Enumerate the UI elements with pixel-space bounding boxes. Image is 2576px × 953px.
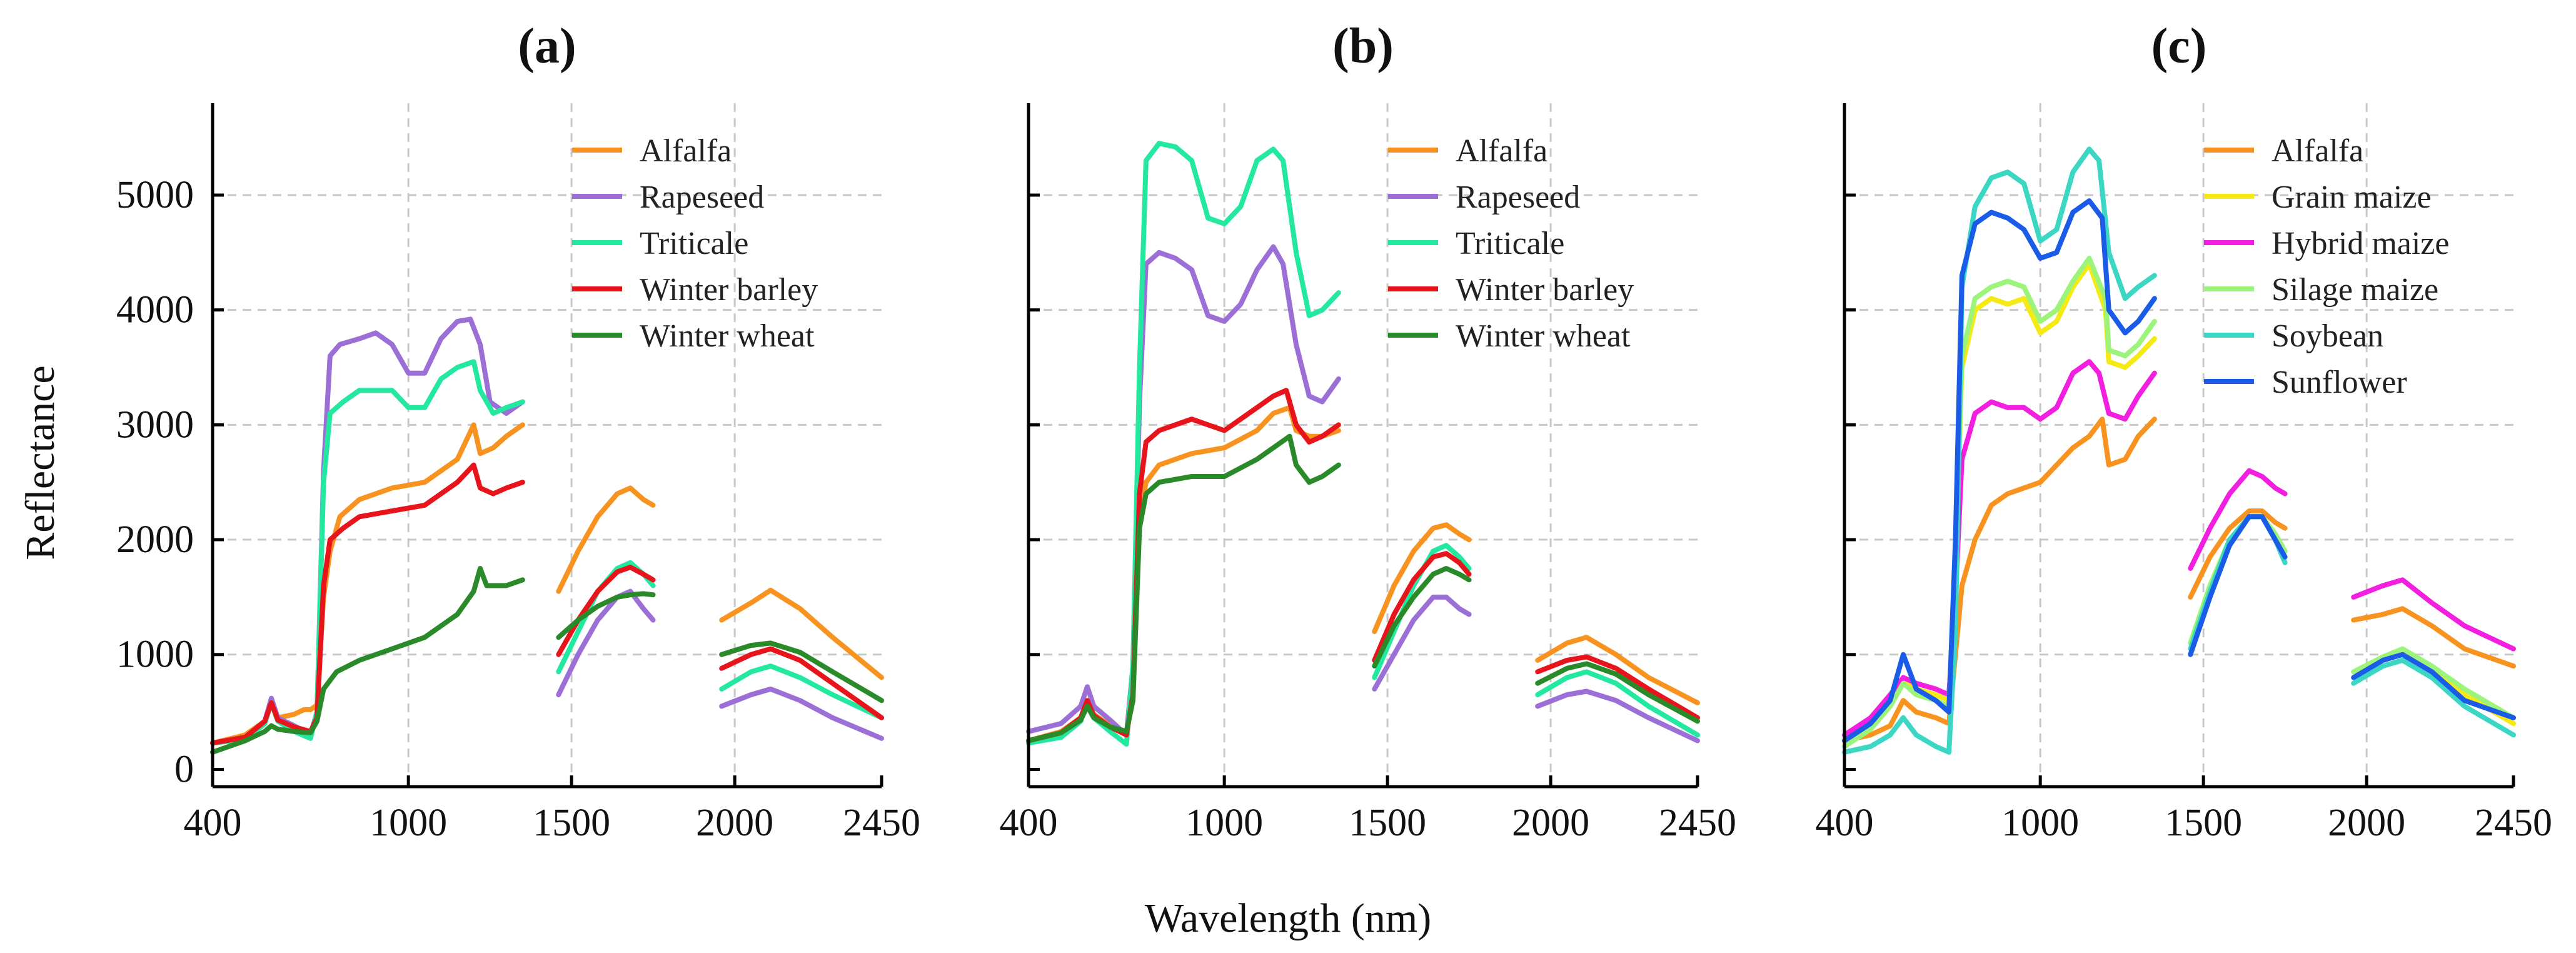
series-line-hybrid-maize-segment-1 — [1842, 359, 2157, 738]
y-tick-label: 4000 — [116, 289, 194, 331]
panel-b: 400 1000 1500 2000 2450 (b) Alfalfa Rapeseed Tri… — [1000, 19, 1737, 844]
legend-label: Winter wheat — [1456, 318, 1631, 354]
panel-title: (a) — [518, 19, 576, 74]
series-line-winter-wheat-segment-2 — [1372, 566, 1472, 669]
series-line-winter-barley-segment-2 — [1372, 551, 1472, 663]
series-line-rapeseed-segment-2 — [1372, 594, 1472, 692]
x-tick-label: 2450 — [843, 802, 920, 844]
legend-label: Alfalfa — [2272, 133, 2363, 169]
legend-label: Grain maize — [2272, 179, 2432, 215]
x-tick-label: 1500 — [533, 802, 610, 844]
series-line-sunflower-segment-1 — [1842, 198, 2157, 744]
series-line-hybrid-maize-segment-3 — [2351, 577, 2516, 652]
legend-label: Triticale — [1456, 226, 1564, 261]
x-tick-label: 1500 — [2165, 802, 2242, 844]
series-line-soybean-segment-1 — [1842, 146, 2157, 755]
series-line-silage-maize-segment-3 — [2351, 646, 2516, 720]
series-line-alfalfa-segment-3 — [2351, 606, 2516, 669]
x-tick-label: 2450 — [2475, 802, 2552, 844]
series-line-alfalfa-segment-3 — [1535, 635, 1700, 705]
series-line-winter-wheat-segment-3 — [1535, 661, 1700, 724]
legend-label: Soybean — [2272, 318, 2383, 354]
series-line-winter-wheat-segment-3 — [719, 640, 884, 703]
series-line-soybean-segment-3 — [2351, 657, 2516, 738]
x-tick-label: 1000 — [1185, 802, 1263, 844]
x-tick-label: 2000 — [1512, 802, 1589, 844]
legend: Alfalfa Rapeseed Triticale Winter barley Win… — [572, 133, 818, 354]
series-line-triticale-segment-3 — [1535, 669, 1700, 738]
series-line-winter-barley-segment-1 — [210, 462, 525, 746]
panel-title: (b) — [1332, 19, 1394, 74]
legend-label: Rapeseed — [1456, 179, 1580, 215]
y-tick-label: 3000 — [116, 403, 194, 446]
series-line-alfalfa-segment-1 — [1842, 416, 2157, 744]
x-tick-label: 2000 — [696, 802, 773, 844]
series-line-winter-wheat-segment-1 — [210, 566, 525, 755]
y-axis-label: Reflectance — [18, 365, 63, 560]
legend-label: Alfalfa — [1456, 133, 1547, 169]
y-tick-label: 2000 — [116, 518, 194, 561]
series-line-silage-maize-segment-1 — [1842, 256, 2157, 749]
legend: Alfalfa Grain maize Hybrid maize Silage mai… — [2204, 133, 2449, 400]
x-tick-label: 1000 — [2001, 802, 2079, 844]
legend-label: Sunflower — [2272, 365, 2407, 400]
legend-label: Triticale — [640, 226, 748, 261]
y-tick-label: 0 — [174, 748, 194, 790]
legend-label: Winter barley — [1456, 272, 1634, 308]
series-line-hybrid-maize-segment-2 — [2188, 468, 2288, 571]
series-line-alfalfa-segment-2 — [556, 485, 656, 594]
x-tick-label: 1000 — [370, 802, 447, 844]
panel-title: (c) — [2151, 19, 2207, 74]
panel-c: 400 1000 1500 2000 2450 (c) Alfalfa Grain maize… — [1816, 19, 2553, 844]
legend-label: Winter wheat — [640, 318, 815, 354]
y-tick-label: 1000 — [116, 633, 194, 676]
series-line-rapeseed-segment-3 — [719, 686, 884, 741]
panel-a: 0 1000 2000 3000 4000 5000 400 1000 1500 2000 2450… — [116, 19, 920, 844]
series-line-rapeseed-segment-3 — [1535, 688, 1700, 744]
series-line-winter-barley-segment-3 — [1535, 654, 1700, 720]
series-line-winter-wheat-segment-1 — [1026, 433, 1341, 744]
legend-label: Silage maize — [2272, 272, 2438, 308]
legend: Alfalfa Rapeseed Triticale Winter barley Win… — [1388, 133, 1634, 354]
x-tick-label: 1500 — [1349, 802, 1426, 844]
legend-label: Alfalfa — [640, 133, 732, 169]
legend-label: Winter barley — [640, 272, 818, 308]
y-tick-label: 5000 — [116, 174, 194, 216]
series-line-winter-wheat-segment-2 — [556, 591, 656, 640]
series-line-rapeseed-segment-1 — [1026, 244, 1341, 738]
series-line-winter-barley-segment-3 — [719, 646, 884, 720]
series-line-triticale-segment-2 — [1372, 543, 1472, 680]
x-axis-label: Wavelength (nm) — [1145, 895, 1431, 941]
x-tick-label: 2000 — [2328, 802, 2405, 844]
series-line-sunflower-segment-3 — [2351, 652, 2516, 720]
series-line-triticale-segment-3 — [719, 663, 884, 720]
x-tick-label: 400 — [184, 802, 242, 844]
series-line-triticale-segment-1 — [210, 359, 525, 746]
x-tick-label: 400 — [1000, 802, 1058, 844]
series-line-alfalfa-segment-3 — [719, 587, 884, 680]
x-tick-label: 2450 — [1659, 802, 1736, 844]
x-tick-label: 400 — [1816, 802, 1874, 844]
legend-label: Hybrid maize — [2272, 226, 2449, 261]
legend-label: Rapeseed — [640, 179, 764, 215]
series-line-alfalfa-segment-2 — [2188, 508, 2288, 600]
series-line-sunflower-segment-2 — [2188, 514, 2288, 657]
series-line-alfalfa-segment-2 — [1372, 522, 1472, 634]
